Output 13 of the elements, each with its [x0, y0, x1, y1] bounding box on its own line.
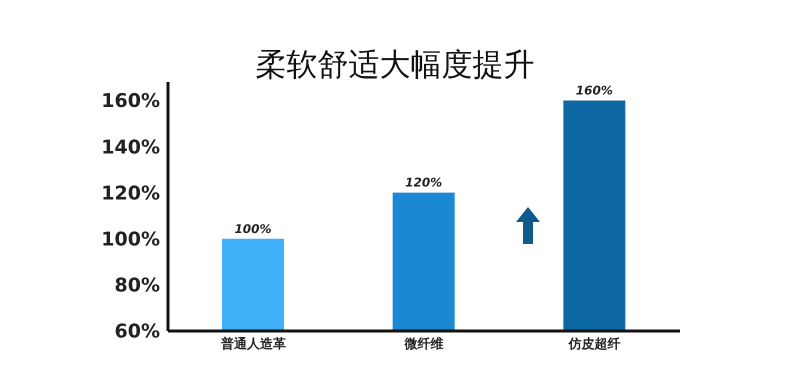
y-tick-label: 100% — [101, 228, 160, 251]
y-tick-label: 80% — [114, 274, 160, 297]
data-label: 120% — [405, 176, 442, 190]
y-tick-label: 120% — [101, 182, 160, 204]
x-tick-label: 仿皮超纤 — [568, 337, 621, 352]
y-tick-label: 160% — [101, 90, 160, 112]
y-tick-label: 140% — [101, 136, 160, 158]
x-tick-label: 微纤维 — [404, 336, 444, 352]
data-label: 160% — [576, 83, 613, 98]
y-tick-label: 60% — [114, 320, 160, 343]
chart-title: 柔软舒适大幅度提升 — [256, 47, 534, 83]
data-label: 100% — [234, 222, 272, 236]
x-tick-label: 普通人造革 — [220, 336, 286, 352]
